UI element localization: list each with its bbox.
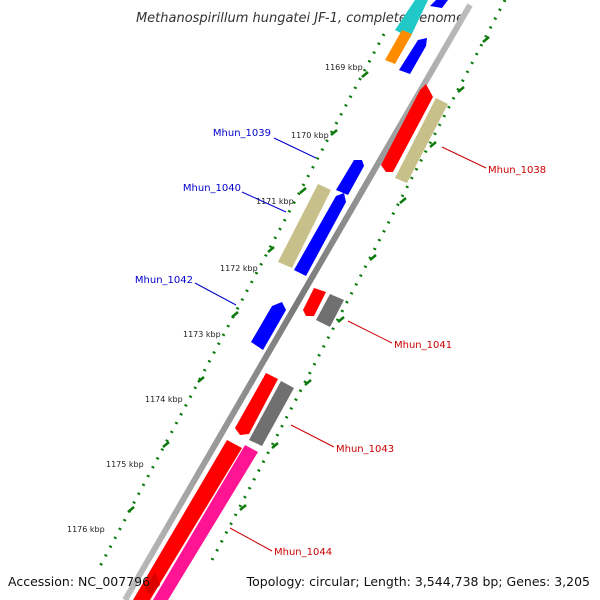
gene-mhun-1042 (251, 302, 286, 350)
gene-mhun-1044-pink (153, 445, 258, 600)
gene-mhun-1041-gray (316, 294, 344, 327)
gene-label-mhun-1042[interactable]: Mhun_1042 (135, 275, 193, 286)
gene-label-mhun-1041[interactable]: Mhun_1041 (394, 340, 452, 351)
gene-label-mhun-1043[interactable]: Mhun_1043 (336, 444, 394, 455)
accession-text: Accession: NC_007796 (8, 574, 150, 589)
gene-label-mhun-1040[interactable]: Mhun_1040 (183, 183, 241, 194)
callout-lines-blue (194, 137, 317, 306)
gene-mhun-1038-tan (395, 98, 448, 183)
gene-label-mhun-1044[interactable]: Mhun_1044 (274, 547, 332, 558)
gene-mhun-1038-red (381, 84, 433, 172)
genome-backbone (122, 3, 473, 600)
genome-summary-text: Topology: circular; Length: 3,544,738 bp… (246, 574, 590, 589)
scale-label: 1176 kbp (67, 525, 105, 534)
scale-dotted-line-outer (210, 0, 507, 561)
gene-label-mhun-1038[interactable]: Mhun_1038 (488, 165, 546, 176)
scale-label: 1173 kbp (183, 330, 221, 339)
scale-label: 1170 kbp (291, 131, 329, 140)
gene-mhun-1043-red (235, 373, 278, 435)
scale-label: 1169 kbp (325, 63, 363, 72)
gene-mhun-1040-blue (294, 193, 346, 276)
gene-label-mhun-1039[interactable]: Mhun_1039 (213, 128, 271, 139)
scale-label: 1174 kbp (145, 395, 183, 404)
gene-left-red-bottom (145, 572, 160, 595)
gene-mhun-1039 (336, 160, 364, 195)
feature-blue-top2 (430, 0, 448, 8)
map-title: Methanospirillum hungatei JF-1, complete… (136, 11, 464, 26)
scale-dotted-line-inner (95, 33, 386, 573)
feature-cyan (395, 0, 428, 38)
scale-label: 1175 kbp (106, 460, 144, 469)
gene-mhun-1044-red (133, 440, 242, 600)
scale-ticks (127, 36, 490, 513)
feature-orange (385, 30, 412, 64)
gene-mhun-1041-red (303, 288, 326, 316)
scale-label: 1171 kbp (256, 197, 294, 206)
scale-label: 1172 kbp (220, 264, 258, 273)
gene-mhun-1043-gray (249, 381, 294, 446)
gene-mhun-1040-tan (278, 184, 331, 268)
feature-blue-top (399, 38, 427, 74)
callout-lines-red (229, 146, 487, 552)
